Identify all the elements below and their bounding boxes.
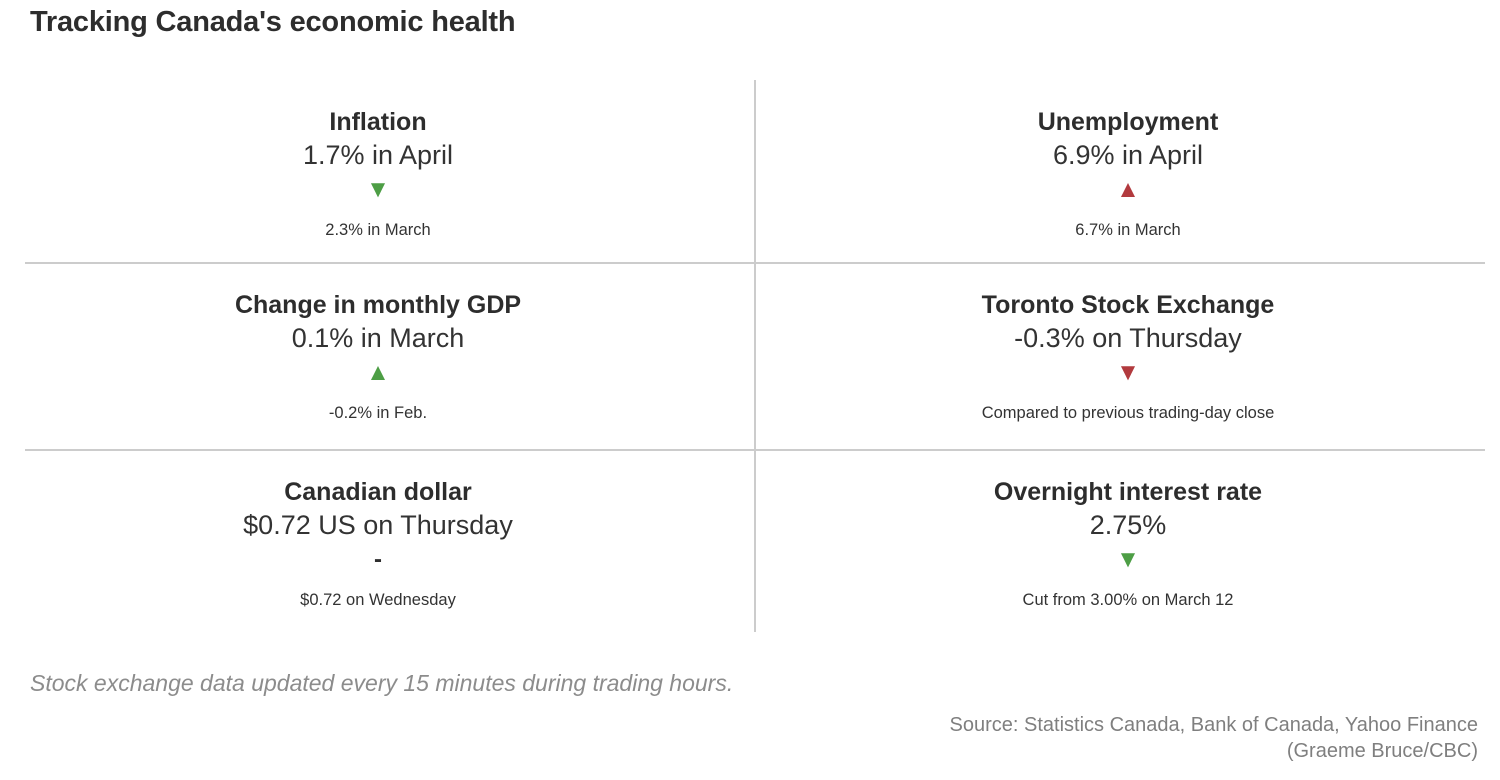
metric-value: -0.3% on Thursday (1014, 323, 1242, 353)
trend-down-icon: ▼ (366, 176, 390, 203)
metric-title: Toronto Stock Exchange (981, 291, 1275, 319)
trend-up-icon: ▲ (366, 359, 390, 386)
metric-title: Overnight interest rate (993, 478, 1263, 506)
trend-flat-icon: - (374, 546, 382, 573)
footnote: Stock exchange data updated every 15 min… (30, 670, 734, 696)
metric-card-overnight-rate: Overnight interest rate 2.75% ▼ Cut from… (756, 450, 1500, 632)
metric-card-tsx: Toronto Stock Exchange -0.3% on Thursday… (756, 263, 1500, 450)
source-credit: Source: Statistics Canada, Bank of Canad… (950, 712, 1478, 764)
vertical-divider (754, 80, 756, 632)
metric-note: 6.7% in March (1075, 221, 1181, 239)
metrics-grid: Inflation 1.7% in April ▼ 2.3% in March … (0, 80, 1500, 632)
horizontal-divider (25, 262, 1485, 264)
metric-note: Compared to previous trading-day close (981, 404, 1275, 422)
metric-note: $0.72 on Wednesday (300, 591, 456, 609)
horizontal-divider (25, 449, 1485, 451)
metric-value: 2.75% (1089, 510, 1167, 540)
metric-title: Inflation (329, 108, 427, 136)
trend-down-icon: ▼ (1116, 546, 1140, 573)
metric-note: Cut from 3.00% on March 12 (1022, 591, 1234, 609)
trend-up-icon: ▲ (1116, 176, 1140, 203)
metric-card-gdp: Change in monthly GDP 0.1% in March ▲ -0… (0, 263, 756, 450)
source-line: Source: Statistics Canada, Bank of Canad… (949, 714, 1478, 736)
metric-card-unemployment: Unemployment 6.9% in April ▲ 6.7% in Mar… (756, 80, 1500, 263)
trend-down-icon: ▼ (1116, 359, 1140, 386)
metric-value: 0.1% in March (291, 323, 465, 353)
metric-value: 1.7% in April (302, 140, 454, 170)
metric-title: Unemployment (1037, 108, 1219, 136)
metric-card-inflation: Inflation 1.7% in April ▼ 2.3% in March (0, 80, 756, 263)
credit-line: (Graeme Bruce/CBC) (1286, 740, 1478, 762)
metric-title: Change in monthly GDP (234, 291, 522, 319)
metric-value: $0.72 US on Thursday (243, 510, 513, 540)
metric-note: 2.3% in March (325, 221, 431, 239)
metric-note: -0.2% in Feb. (328, 404, 428, 422)
page-title: Tracking Canada's economic health (30, 6, 516, 38)
metric-title: Canadian dollar (284, 478, 472, 506)
metric-card-canadian-dollar: Canadian dollar $0.72 US on Thursday - $… (0, 450, 756, 632)
metric-value: 6.9% in April (1052, 140, 1204, 170)
